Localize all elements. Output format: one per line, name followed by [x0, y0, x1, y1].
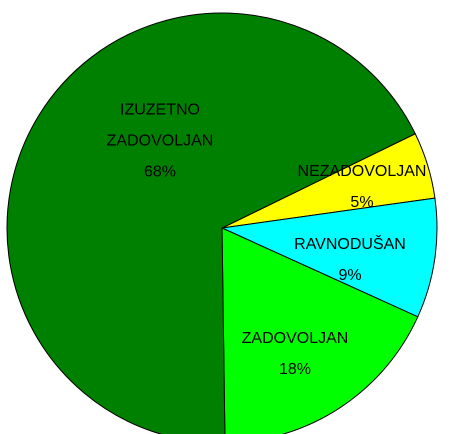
- value-label: 9%: [338, 267, 362, 284]
- category-label: ZADOVOLJAN: [241, 330, 349, 347]
- category-label: RAVNODUŠAN: [294, 236, 406, 253]
- slice-label: RAVNODUŠAN 9%: [294, 229, 406, 291]
- category-label: IZUZETNO ZADOVOLJAN: [106, 101, 214, 150]
- slice-label: IZUZETNO ZADOVOLJAN 68%: [80, 95, 240, 188]
- value-label: 18%: [278, 361, 312, 378]
- pie-slice: [220, 197, 438, 318]
- category-label: NEZADOVOLJAN: [297, 163, 427, 180]
- pie-slice: [221, 227, 419, 434]
- pie-slice: [6, 12, 416, 434]
- slice-label: NEZADOVOLJAN 5%: [298, 156, 427, 218]
- value-label: 5%: [350, 194, 374, 211]
- slice-label: ZADOVOLJAN 18%: [242, 323, 349, 385]
- value-label: 68%: [143, 163, 177, 181]
